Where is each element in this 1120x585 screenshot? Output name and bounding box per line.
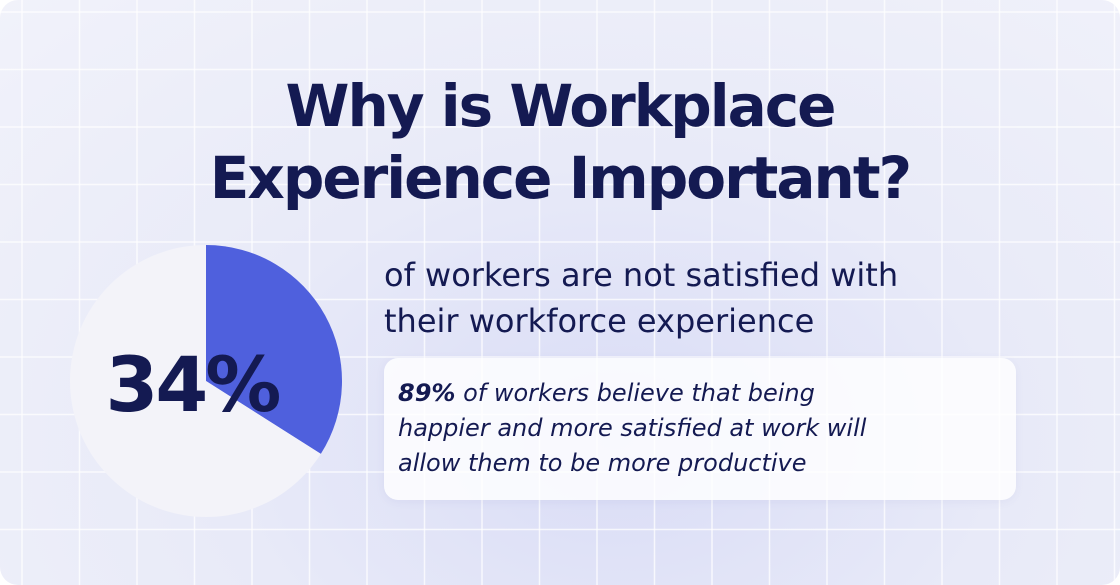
pie-slice-1	[70, 245, 321, 517]
stat-description: of workers are not satisfied with their …	[384, 252, 1084, 344]
page-title: Why is Workplace Experience Important?	[60, 70, 1060, 214]
pie-center-label: 34%	[105, 340, 282, 429]
quote-stat: 89%	[398, 379, 456, 407]
quote-box: 89% of workers believe that being happie…	[384, 358, 1016, 500]
quote-line-3: allow them to be more productive	[398, 449, 807, 477]
quote-text: 89% of workers believe that being happie…	[398, 376, 1008, 481]
title-line-1: Why is Workplace	[285, 72, 836, 140]
stat-description-line-1: of workers are not satisfied with	[384, 256, 899, 294]
pie-slice-0	[206, 245, 342, 454]
title-line-2: Experience Important?	[209, 144, 912, 212]
quote-line-1-rest: of workers believe that being	[455, 379, 815, 407]
pie-chart	[70, 245, 342, 517]
stat-description-line-2: their workforce experience	[384, 302, 815, 340]
quote-line-2: happier and more satisfied at work will	[398, 414, 867, 442]
